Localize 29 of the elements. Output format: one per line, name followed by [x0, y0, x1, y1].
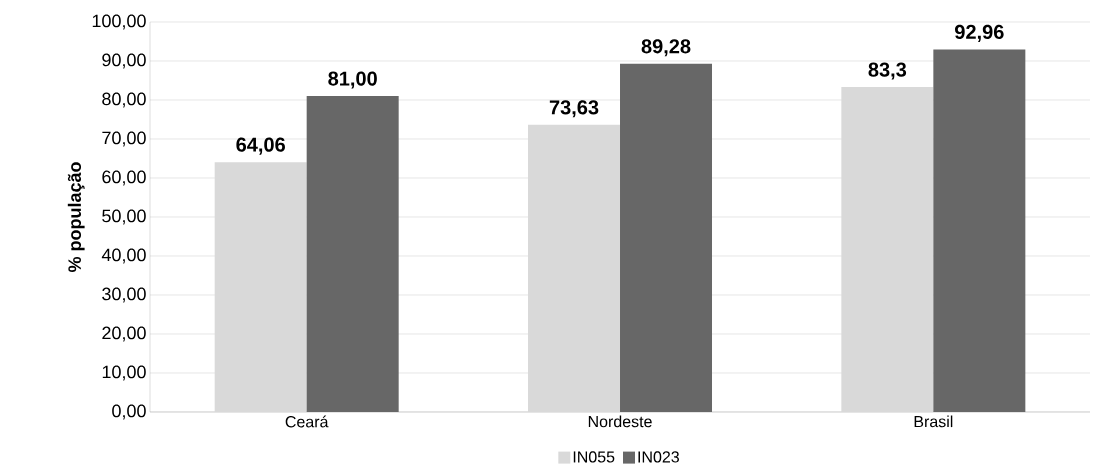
y-tick-label: 80,00 — [102, 92, 146, 108]
bar — [841, 87, 934, 412]
bar — [933, 49, 1026, 412]
y-tick-label: 70,00 — [102, 131, 146, 147]
data-label: 92,96 — [955, 24, 1004, 42]
x-tick-label: Ceará — [285, 415, 329, 428]
y-tick-label: 60,00 — [102, 170, 146, 186]
x-tick-label: Nordeste — [588, 415, 652, 428]
x-tick-label: Brasil — [914, 415, 953, 428]
data-label: 64,06 — [236, 137, 285, 155]
data-label: 89,28 — [641, 39, 691, 57]
data-label: 81,00 — [328, 71, 377, 89]
y-tick-label: 50,00 — [102, 209, 146, 225]
legend-label: IN023 — [638, 451, 679, 463]
data-label: 83,3 — [868, 62, 907, 80]
y-tick-label: 40,00 — [101, 248, 146, 264]
y-tick-label: 20,00 — [102, 326, 146, 342]
y-tick-label: 100,00 — [92, 14, 146, 30]
data-label: 73,63 — [549, 100, 599, 118]
legend-label: IN055 — [573, 451, 615, 463]
bar — [306, 96, 399, 412]
y-axis-title: % população — [67, 162, 85, 273]
bar — [214, 162, 307, 412]
y-tick-label: 0,00 — [112, 404, 146, 420]
y-tick-label: 10,00 — [102, 365, 146, 381]
y-tick-label: 30,00 — [102, 287, 146, 303]
bar — [528, 124, 621, 412]
bar — [620, 63, 713, 412]
y-tick-label: 90,00 — [102, 53, 146, 69]
